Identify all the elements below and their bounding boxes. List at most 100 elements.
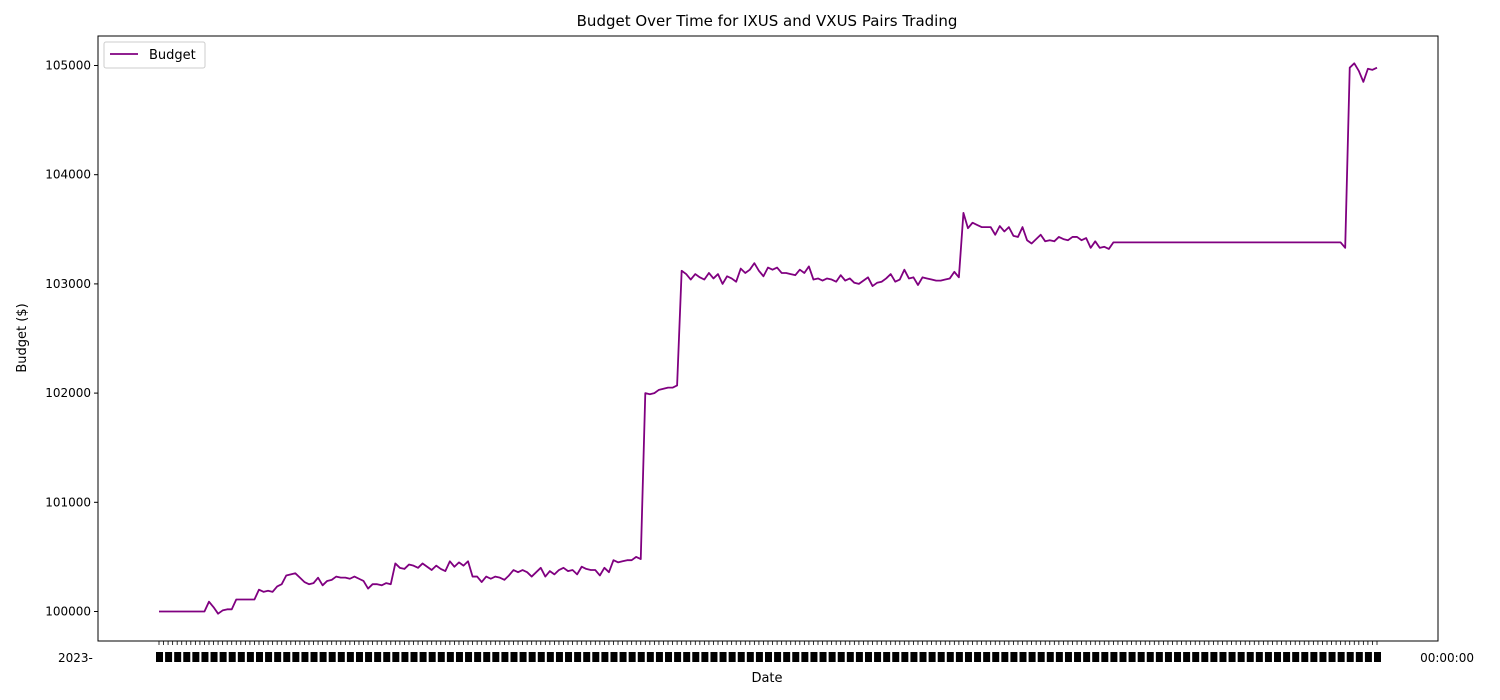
x-tick-label-glyph <box>928 652 936 662</box>
x-tick-label-glyph <box>683 652 691 662</box>
x-tick-label-glyph <box>1219 652 1227 662</box>
x-axis-label: Date <box>751 671 782 686</box>
x-tick-label-glyph <box>165 652 173 662</box>
x-tick-label-glyph <box>910 652 918 662</box>
x-tick-label-glyph <box>1264 652 1272 662</box>
x-tick-label-glyph <box>828 652 836 662</box>
x-tick-label-glyph <box>437 652 445 662</box>
x-tick-label-glyph <box>1001 652 1009 662</box>
x-tick-label-glyph <box>883 652 891 662</box>
x-tick-label-glyph <box>328 652 336 662</box>
y-tick-label: 103000 <box>45 277 91 291</box>
x-tick-label-glyph <box>492 652 500 662</box>
x-tick-label-glyph <box>1274 652 1282 662</box>
x-tick-label-glyph <box>1374 652 1381 662</box>
x-tick-label-glyph <box>1037 652 1045 662</box>
x-tick-label-glyph <box>1028 652 1036 662</box>
x-tick-label-glyph <box>901 652 909 662</box>
x-tick-label-glyph <box>1137 652 1145 662</box>
x-tick-label-glyph <box>265 652 273 662</box>
x-tick-label-glyph <box>737 652 745 662</box>
x-tick-label-glyph <box>619 652 627 662</box>
x-tick-label-glyph <box>674 652 682 662</box>
x-tick-label-glyph <box>555 652 563 662</box>
x-tick-label-glyph <box>610 652 618 662</box>
x-tick-label-glyph <box>237 652 245 662</box>
x-tick-label-glyph <box>1355 652 1363 662</box>
legend-label-budget: Budget <box>149 48 196 63</box>
x-tick-label-glyph <box>156 652 163 662</box>
x-tick-labels: 2023- 00:00:00 <box>58 651 1474 665</box>
x-tick-label-glyph <box>701 652 709 662</box>
x-tick-label-glyph <box>637 652 645 662</box>
x-tick-label-glyph <box>1292 652 1300 662</box>
x-tick-label-glyph <box>574 652 582 662</box>
x-tick-label-glyph <box>692 652 700 662</box>
x-tick-label-glyph <box>1319 652 1327 662</box>
x-tick-label-glyph <box>1064 652 1072 662</box>
x-tick-label-glyph <box>519 652 527 662</box>
legend-box <box>103 41 206 69</box>
x-tick-label-glyph <box>755 652 763 662</box>
x-tick-label-glyph <box>792 652 800 662</box>
x-tick-label-glyph <box>246 652 254 662</box>
x-tick-label-glyph <box>319 652 327 662</box>
x-tick-label-glyph <box>946 652 954 662</box>
y-axis-label: Budget ($) <box>15 303 30 372</box>
x-tick-label-glyph <box>1164 652 1172 662</box>
x-tick-label-glyph <box>628 652 636 662</box>
x-tick-label-glyph <box>746 652 754 662</box>
x-tick-label-glyph <box>874 652 882 662</box>
x-tick-label-glyph <box>301 652 309 662</box>
x-tick-label-glyph <box>1019 652 1027 662</box>
x-tick-label-glyph <box>1228 652 1236 662</box>
x-tick-label-glyph <box>864 652 872 662</box>
x-tick-label-glyph <box>1364 652 1372 662</box>
x-tick-label-glyph <box>401 652 409 662</box>
chart-title: Budget Over Time for IXUS and VXUS Pairs… <box>577 12 958 30</box>
x-tick-label-glyph <box>1192 652 1200 662</box>
x-tick-label-glyph <box>583 652 591 662</box>
series-layer <box>159 62 1378 615</box>
x-tick-label-glyph <box>374 652 382 662</box>
x-tick-label-glyph <box>283 652 291 662</box>
x-tick-label-glyph <box>1310 652 1318 662</box>
x-tick-label-glyph <box>983 652 991 662</box>
x-tick-label-glyph <box>310 652 318 662</box>
x-tick-label-first: 2023- <box>58 651 93 665</box>
legend: Budget <box>103 41 206 69</box>
x-tick-label-glyph <box>801 652 809 662</box>
x-tick-label-glyph <box>765 652 772 662</box>
x-tick-label-glyph <box>1155 652 1163 662</box>
x-tick-label-glyph <box>774 652 782 662</box>
x-tick-label-glyph <box>428 652 436 662</box>
x-tick-label-glyph <box>1346 652 1354 662</box>
x-tick-label-glyph <box>810 652 818 662</box>
x-tick-label-glyph <box>1337 652 1345 662</box>
x-tick-label-glyph <box>892 652 900 662</box>
x-tick-label-glyph <box>1301 652 1309 662</box>
x-tick-label-glyph <box>446 652 454 662</box>
x-tick-label-glyph <box>1201 652 1209 662</box>
x-tick-label-glyph <box>655 652 663 662</box>
x-tick-label-glyph <box>937 652 945 662</box>
x-tick-label-glyph <box>710 652 718 662</box>
x-tick-label-glyph <box>819 652 827 662</box>
x-tick-label-glyph <box>1210 652 1218 662</box>
x-tick-label-glyph <box>837 652 845 662</box>
x-tick-label-glyph <box>1246 652 1254 662</box>
y-tick-label: 105000 <box>45 58 91 72</box>
x-tick-label-glyph <box>365 652 373 662</box>
x-tick-label-glyph <box>592 652 600 662</box>
y-axis: 100000 101000 102000 103000 104000 105000 <box>45 58 98 619</box>
x-tick-label-glyph <box>292 652 300 662</box>
x-tick-label-glyph <box>528 652 536 662</box>
x-tick-label-glyph <box>964 652 972 662</box>
x-tick-label-glyph <box>1055 652 1063 662</box>
x-tick-label-glyph <box>410 652 418 662</box>
plot-area <box>97 35 1439 642</box>
x-tick-label-glyph <box>955 652 963 662</box>
x-tick-label-glyph <box>183 652 191 662</box>
x-tick-label-glyph <box>383 652 391 662</box>
